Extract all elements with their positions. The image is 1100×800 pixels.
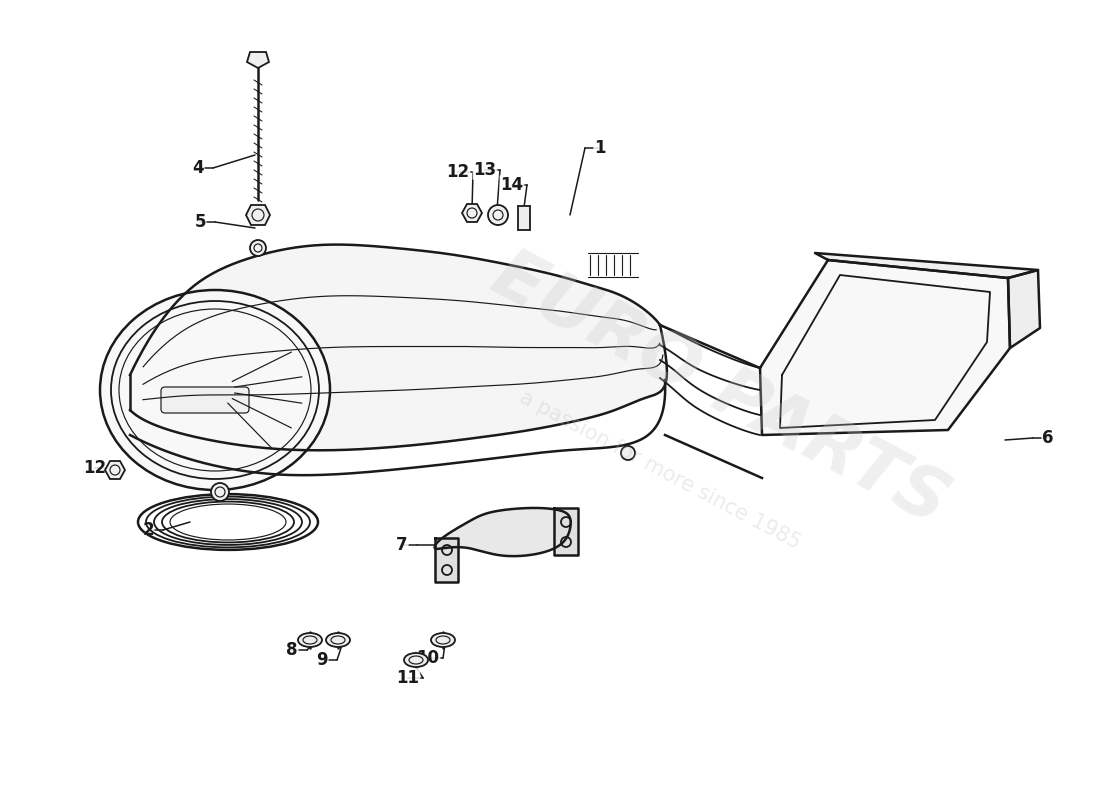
Text: 6: 6 — [1043, 429, 1054, 447]
Text: 3: 3 — [209, 346, 221, 364]
Circle shape — [211, 483, 229, 501]
Text: 9: 9 — [316, 651, 328, 669]
Polygon shape — [760, 260, 1010, 435]
Text: 10: 10 — [417, 649, 440, 667]
Text: 5: 5 — [195, 213, 206, 231]
Text: 12: 12 — [447, 163, 470, 181]
Text: 14: 14 — [500, 176, 524, 194]
Text: 1: 1 — [594, 139, 606, 157]
Polygon shape — [434, 508, 571, 556]
Circle shape — [250, 240, 266, 256]
Circle shape — [488, 205, 508, 225]
Polygon shape — [104, 461, 125, 479]
Polygon shape — [246, 205, 270, 225]
Text: a passion for more since 1985: a passion for more since 1985 — [516, 387, 804, 553]
Polygon shape — [815, 253, 1038, 278]
FancyBboxPatch shape — [161, 387, 249, 413]
Circle shape — [621, 446, 635, 460]
Ellipse shape — [100, 290, 330, 490]
Text: 13: 13 — [473, 161, 496, 179]
Ellipse shape — [298, 633, 322, 647]
Text: 8: 8 — [286, 641, 298, 659]
Text: 7: 7 — [396, 536, 408, 554]
Ellipse shape — [431, 633, 455, 647]
Ellipse shape — [326, 633, 350, 647]
Polygon shape — [1008, 270, 1040, 348]
Text: 12: 12 — [84, 459, 107, 477]
Polygon shape — [434, 538, 458, 582]
Polygon shape — [248, 52, 270, 68]
Bar — [518, 206, 530, 230]
Polygon shape — [130, 245, 667, 450]
Text: 4: 4 — [192, 159, 204, 177]
Polygon shape — [462, 204, 482, 222]
Polygon shape — [554, 508, 578, 555]
Text: 11: 11 — [396, 669, 419, 687]
Text: EURO PARTS: EURO PARTS — [481, 241, 959, 539]
Text: 2: 2 — [142, 521, 154, 539]
Ellipse shape — [404, 653, 428, 667]
